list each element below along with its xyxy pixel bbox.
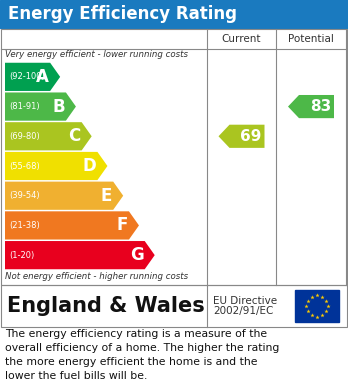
Text: (92-100): (92-100) [9, 72, 45, 81]
Text: (39-54): (39-54) [9, 191, 40, 200]
Text: 2002/91/EC: 2002/91/EC [213, 306, 274, 316]
Text: A: A [36, 68, 49, 86]
Text: Not energy efficient - higher running costs: Not energy efficient - higher running co… [5, 272, 188, 281]
Bar [0, 0, 348, 28]
Polygon shape [288, 95, 334, 118]
Polygon shape [219, 125, 264, 148]
Text: 69: 69 [240, 129, 261, 144]
Text: C: C [69, 127, 81, 145]
Bar [295, 290, 339, 322]
Text: (69-80): (69-80) [9, 132, 40, 141]
Text: England & Wales: England & Wales [7, 296, 205, 316]
Bar [1, 29, 347, 285]
Polygon shape [5, 181, 123, 210]
Text: (21-38): (21-38) [9, 221, 40, 230]
Text: Current: Current [222, 34, 261, 44]
Text: Energy Efficiency Rating: Energy Efficiency Rating [8, 5, 237, 23]
Text: Very energy efficient - lower running costs: Very energy efficient - lower running co… [5, 50, 188, 59]
Polygon shape [5, 152, 108, 180]
Text: B: B [52, 98, 65, 116]
Bar [1, 285, 347, 327]
Text: (55-68): (55-68) [9, 161, 40, 170]
Polygon shape [5, 63, 60, 91]
Polygon shape [5, 241, 155, 269]
Text: G: G [130, 246, 144, 264]
Text: The energy efficiency rating is a measure of the
overall efficiency of a home. T: The energy efficiency rating is a measur… [5, 329, 279, 381]
Text: Potential: Potential [288, 34, 334, 44]
Text: (1-20): (1-20) [9, 251, 34, 260]
Text: EU Directive: EU Directive [213, 296, 277, 306]
Text: 83: 83 [310, 99, 331, 114]
Text: E: E [101, 187, 112, 205]
Text: F: F [117, 217, 128, 235]
Text: (81-91): (81-91) [9, 102, 40, 111]
Polygon shape [5, 211, 139, 240]
Polygon shape [5, 122, 92, 151]
Polygon shape [5, 92, 76, 121]
Text: D: D [83, 157, 96, 175]
